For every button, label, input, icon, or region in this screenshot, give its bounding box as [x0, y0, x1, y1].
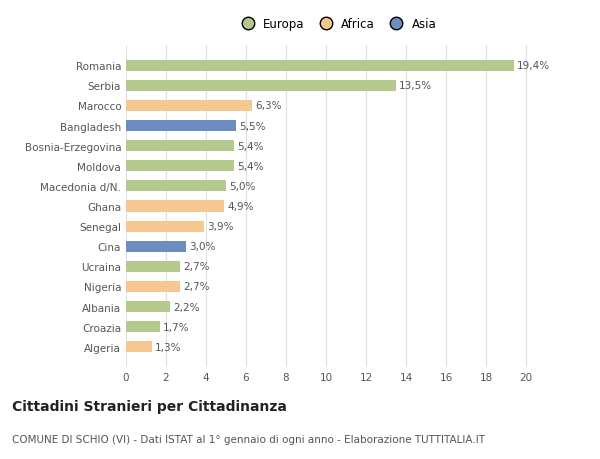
- Text: 6,3%: 6,3%: [255, 101, 281, 111]
- Text: 3,0%: 3,0%: [189, 242, 215, 252]
- Text: 2,7%: 2,7%: [183, 282, 209, 292]
- Text: 19,4%: 19,4%: [517, 61, 550, 71]
- Text: 5,4%: 5,4%: [237, 141, 263, 151]
- Bar: [126, 141, 234, 152]
- Bar: [126, 302, 170, 313]
- Text: 13,5%: 13,5%: [399, 81, 432, 91]
- Bar: [126, 181, 226, 192]
- Text: COMUNE DI SCHIO (VI) - Dati ISTAT al 1° gennaio di ogni anno - Elaborazione TUTT: COMUNE DI SCHIO (VI) - Dati ISTAT al 1° …: [12, 434, 485, 444]
- Bar: [126, 221, 204, 232]
- Text: 1,7%: 1,7%: [163, 322, 190, 332]
- Bar: [126, 101, 252, 112]
- Bar: [126, 241, 186, 252]
- Text: 5,4%: 5,4%: [237, 162, 263, 171]
- Text: 3,9%: 3,9%: [207, 222, 233, 232]
- Bar: [126, 201, 224, 212]
- Bar: [126, 261, 180, 272]
- Bar: [126, 121, 236, 132]
- Bar: [126, 341, 152, 353]
- Bar: [126, 281, 180, 292]
- Bar: [126, 81, 396, 92]
- Text: 2,2%: 2,2%: [173, 302, 199, 312]
- Text: Cittadini Stranieri per Cittadinanza: Cittadini Stranieri per Cittadinanza: [12, 399, 287, 413]
- Text: 2,7%: 2,7%: [183, 262, 209, 272]
- Text: 5,5%: 5,5%: [239, 121, 265, 131]
- Bar: [126, 161, 234, 172]
- Text: 4,9%: 4,9%: [227, 202, 254, 212]
- Legend: Europa, Africa, Asia: Europa, Africa, Asia: [231, 13, 441, 36]
- Bar: [126, 61, 514, 72]
- Text: 5,0%: 5,0%: [229, 181, 256, 191]
- Bar: [126, 321, 160, 332]
- Text: 1,3%: 1,3%: [155, 342, 182, 352]
